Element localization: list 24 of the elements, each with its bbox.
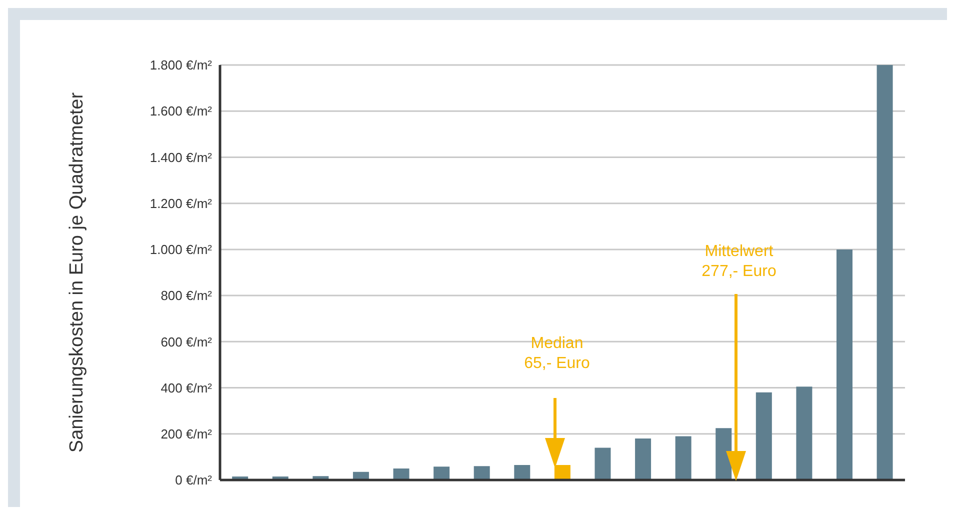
annotation: Mittelwert 277,- Euro	[702, 243, 776, 280]
y-tick-label: 0 €/m²	[175, 472, 213, 488]
annotation: Median 65,- Euro	[524, 335, 590, 372]
bar	[393, 468, 410, 480]
y-tick-label: 1.600 €/m²	[150, 104, 213, 119]
bar	[635, 438, 652, 480]
y-tick-label: 400 €/m²	[160, 380, 213, 396]
y-tick-label: 1.400 €/m²	[150, 150, 213, 165]
bar	[594, 448, 611, 480]
bar	[474, 466, 490, 480]
bar	[836, 249, 852, 480]
bar	[434, 466, 450, 480]
bar	[514, 465, 530, 480]
bar	[756, 392, 772, 480]
bar	[675, 436, 692, 480]
y-axis-title: Sanierungskosten in Euro je Quadratmeter	[66, 92, 88, 453]
y-tick-label: 200 €/m²	[160, 426, 213, 442]
y-tick-label: 1.000 €/m²	[150, 242, 213, 258]
bar	[796, 386, 812, 480]
y-tick-label: 1.200 €/m²	[150, 196, 213, 211]
y-tick-label: 600 €/m²	[160, 334, 213, 350]
bar	[876, 65, 893, 480]
y-tick-label: 1.800 €/m²	[150, 58, 213, 73]
y-tick-label: 800 €/m²	[160, 288, 213, 304]
